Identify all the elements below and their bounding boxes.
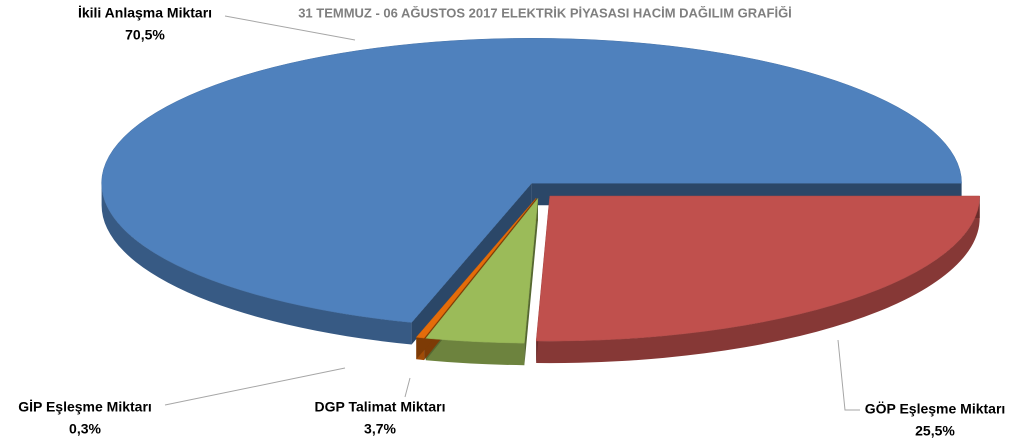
- slice-side: [425, 338, 525, 366]
- chart-title: 31 TEMMUZ - 06 AĞUSTOS 2017 ELEKTRİK PİY…: [298, 5, 792, 20]
- leader-line: [224, 15, 356, 41]
- pie: [101, 38, 980, 366]
- slice: [101, 38, 962, 323]
- value-label: 3,7%: [364, 421, 396, 437]
- slice-cut: [524, 198, 538, 366]
- category-label: İkili Anlaşma Miktarı: [78, 5, 212, 21]
- value-label: 70,5%: [125, 27, 165, 43]
- leader-line: [404, 377, 411, 398]
- labels: İkili Anlaşma Miktarı 70,5% GÖP Eşleşme Mi…: [18, 5, 1005, 439]
- slice: [535, 195, 980, 342]
- slice-side: [536, 196, 980, 364]
- slice: [415, 197, 537, 339]
- value-label: 0,3%: [69, 421, 101, 437]
- leader-line: [164, 367, 346, 406]
- category-label: DGP Talimat Miktarı: [315, 399, 446, 415]
- slice: [425, 197, 539, 344]
- category-label: GÖP Eşleşme Miktarı: [865, 401, 1006, 417]
- category-label: GİP Eşleşme Miktarı: [18, 399, 152, 415]
- slice-cut: [411, 183, 532, 345]
- leader-line: [837, 339, 860, 411]
- value-label: 25,5%: [915, 423, 955, 439]
- slice-side: [101, 183, 412, 345]
